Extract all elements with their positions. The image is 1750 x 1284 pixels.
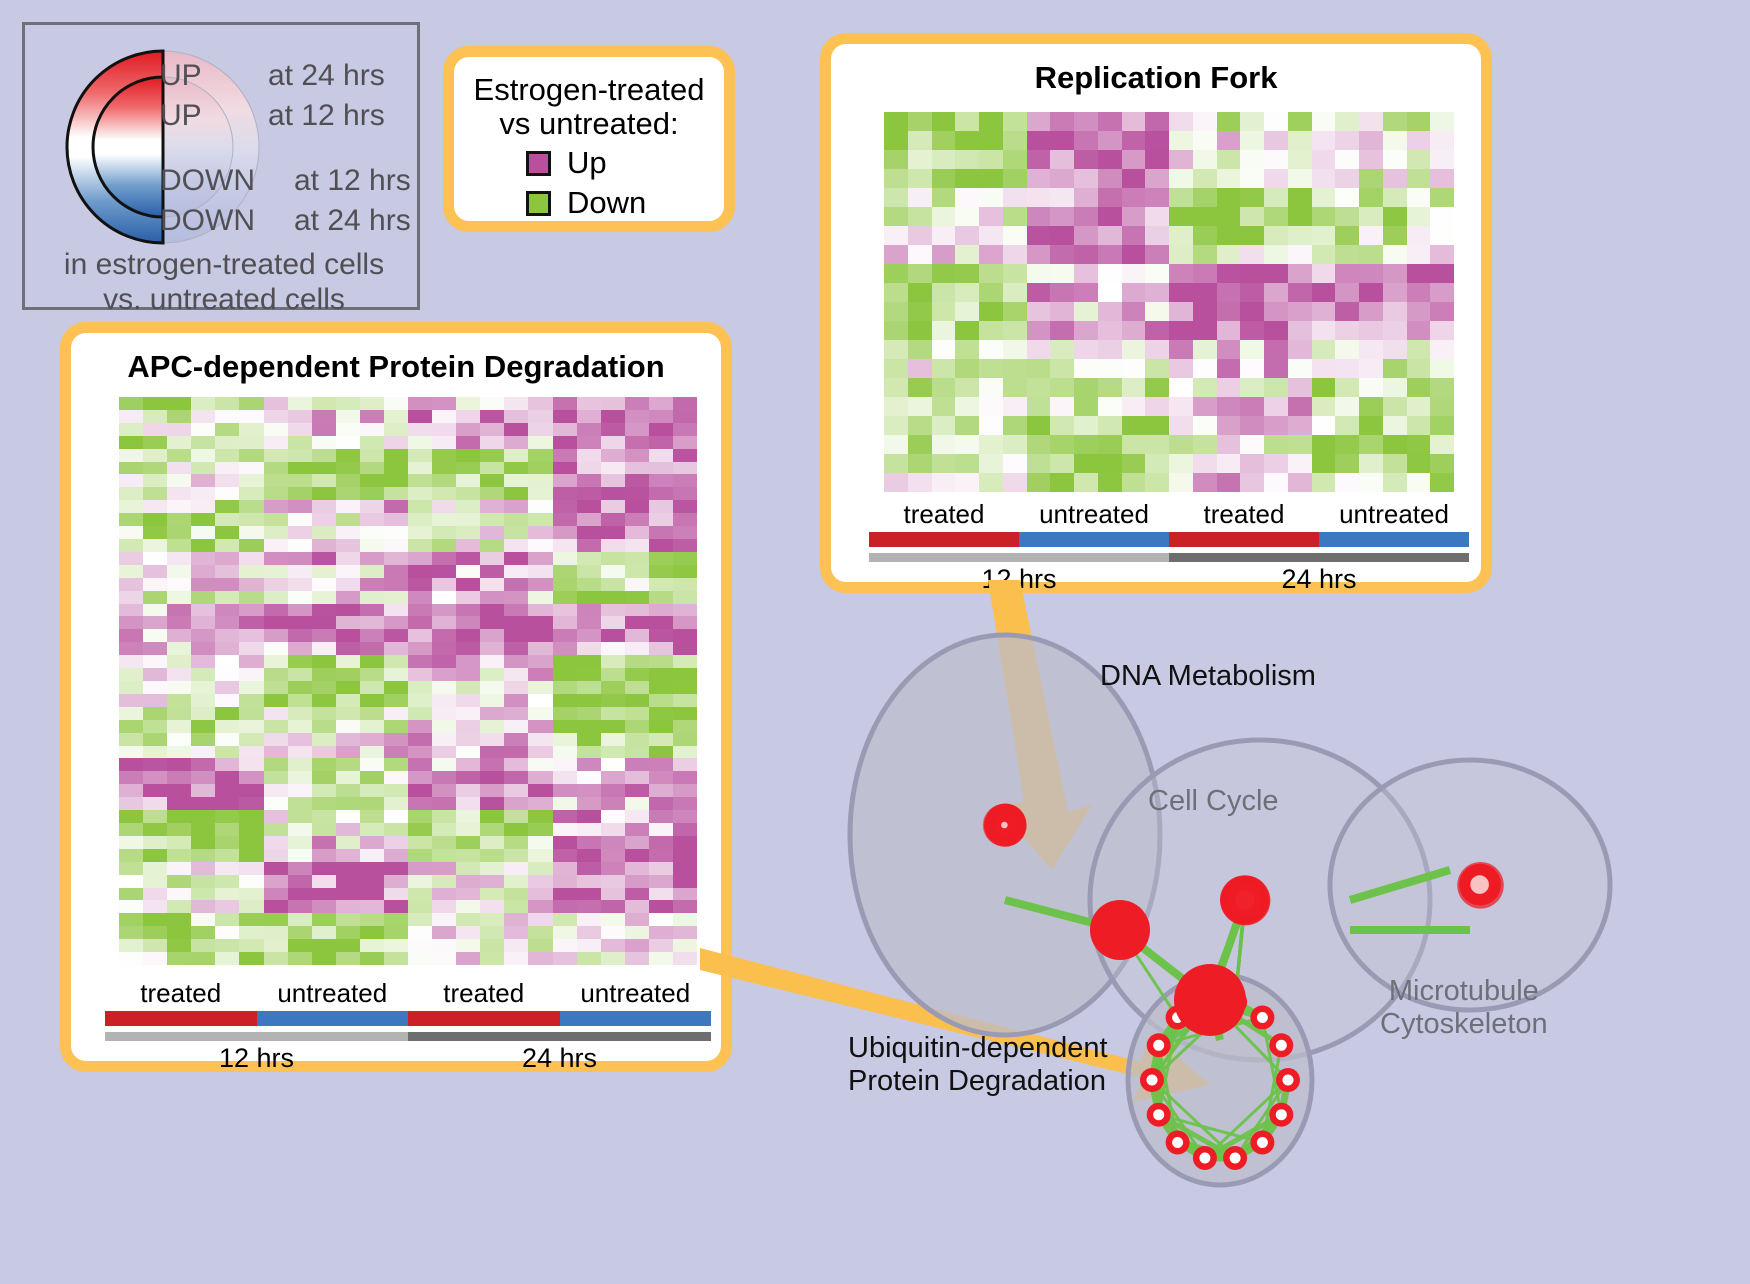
network-node-94[interactable] <box>1090 900 1150 960</box>
sample-bar-2 <box>1169 532 1319 547</box>
apc-heatmap <box>119 397 697 965</box>
pathway-network-diagram: DNA Metabolism Cell Cycle Microtubule Cy… <box>790 600 1750 1279</box>
network-node-core-83 <box>1230 1153 1241 1164</box>
time-bar-1 <box>1169 553 1469 562</box>
down-color-swatch <box>526 191 551 216</box>
sample-label-3: untreated <box>560 978 712 1009</box>
network-node-core-93 <box>1276 1040 1287 1051</box>
label-cell-cycle: Cell Cycle <box>1148 785 1279 818</box>
color-key-line1: Estrogen-treated <box>464 73 714 107</box>
network-svg <box>790 600 1750 1279</box>
network-node-95[interactable] <box>1174 964 1246 1036</box>
network-node-core-87 <box>1147 1075 1158 1086</box>
network-node-core-79 <box>1470 875 1489 894</box>
network-node-core-80 <box>1283 1075 1294 1086</box>
network-node-core-85 <box>1172 1137 1183 1148</box>
sample-label-1: untreated <box>1019 499 1169 530</box>
label-ubiquitin-protein-degradation: Ubiquitin-dependent Protein Degradation <box>848 1032 1108 1099</box>
time-bar-0 <box>105 1032 408 1041</box>
color-key-item-up: Up <box>526 145 714 181</box>
label-microtubule-cytoskeleton: Microtubule Cytoskeleton <box>1380 975 1548 1042</box>
network-node-core-29 <box>1001 822 1008 829</box>
circle-legend-box: UP at 24 hrs UP at 12 hrs DOWN at 12 hrs… <box>22 22 420 310</box>
up-label: Up <box>567 145 607 181</box>
network-node-67[interactable] <box>1228 883 1262 917</box>
sample-bar-1 <box>1019 532 1169 547</box>
sample-label-3: untreated <box>1319 499 1469 530</box>
time-label-1: 24 hrs <box>1169 564 1469 595</box>
sample-label-1: untreated <box>257 978 409 1009</box>
sample-label-2: treated <box>408 978 560 1009</box>
legend-footer: in estrogen-treated cells vs. untreated … <box>25 247 423 318</box>
label-dna-metabolism: DNA Metabolism <box>1100 660 1316 693</box>
sample-bar-0 <box>869 532 1019 547</box>
apc-time-bar <box>105 1032 711 1041</box>
apc-sample-bar <box>105 1011 711 1026</box>
apc-panel: APC-dependent Protein Degradation treate… <box>60 322 732 1072</box>
down-label: Down <box>567 185 646 221</box>
time-label-0: 12 hrs <box>869 564 1169 595</box>
network-node-core-92 <box>1257 1012 1268 1023</box>
time-bar-0 <box>869 553 1169 562</box>
network-node-core-81 <box>1276 1109 1287 1120</box>
replication-fork-title: Replication Fork <box>831 60 1481 96</box>
sample-bar-3 <box>560 1011 712 1026</box>
network-node-core-82 <box>1257 1137 1268 1148</box>
network-node-core-86 <box>1153 1109 1164 1120</box>
replication-fork-sample-bar <box>869 532 1469 547</box>
sample-bar-3 <box>1319 532 1469 547</box>
replication-fork-time-bar <box>869 553 1469 562</box>
sample-bar-0 <box>105 1011 257 1026</box>
network-node-core-88 <box>1153 1040 1164 1051</box>
color-key-item-down: Down <box>526 185 714 221</box>
color-key-panel: Estrogen-treated vs untreated: Up Down <box>443 46 735 232</box>
time-bar-1 <box>408 1032 711 1041</box>
replication-fork-heatmap <box>884 112 1454 492</box>
legend-footer-line2: vs. untreated cells <box>25 282 423 317</box>
legend-footer-line1: in estrogen-treated cells <box>25 247 423 282</box>
time-label-1: 24 hrs <box>408 1043 711 1074</box>
apc-title: APC-dependent Protein Degradation <box>71 349 721 385</box>
sample-bar-2 <box>408 1011 560 1026</box>
sample-bar-1 <box>257 1011 409 1026</box>
time-label-0: 12 hrs <box>105 1043 408 1074</box>
up-color-swatch <box>526 151 551 176</box>
network-node-core-84 <box>1199 1153 1210 1164</box>
sample-label-2: treated <box>1169 499 1319 530</box>
sample-label-0: treated <box>105 978 257 1009</box>
sample-label-0: treated <box>869 499 1019 530</box>
color-key-line2: vs untreated: <box>464 107 714 141</box>
